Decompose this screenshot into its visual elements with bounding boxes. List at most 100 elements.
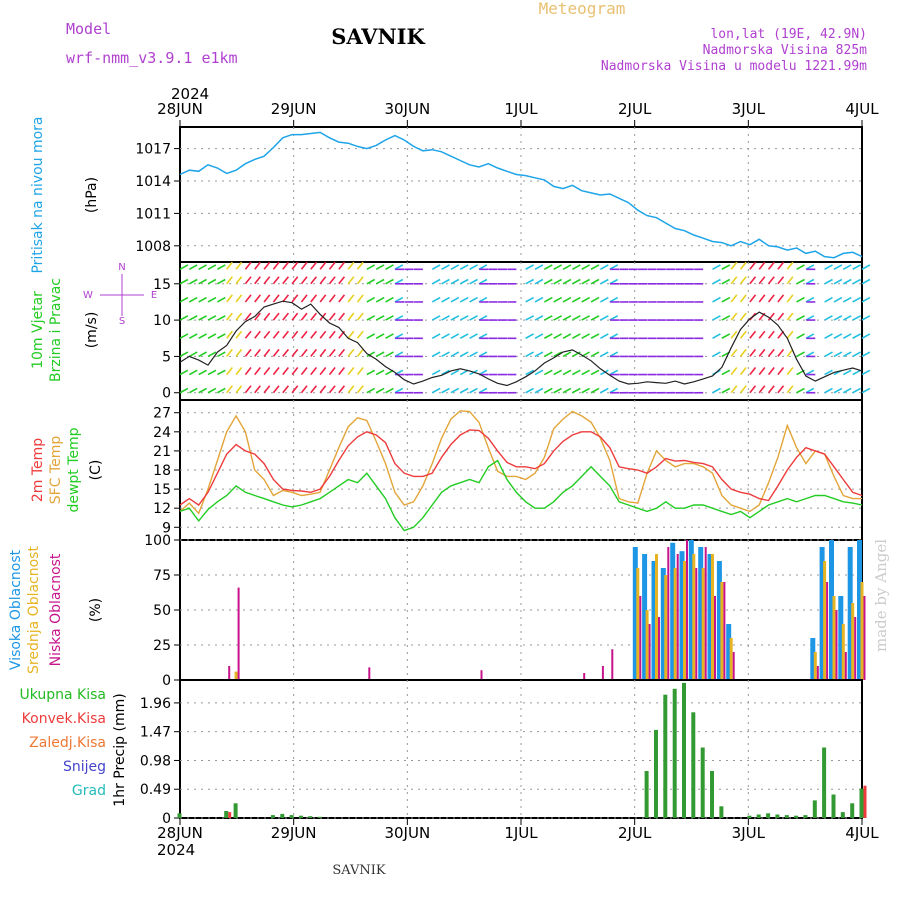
wind-arrow <box>749 348 757 357</box>
panel-3-ytick-label: 12 <box>153 501 171 517</box>
wind-arrow <box>375 278 385 285</box>
wind-arrow <box>310 367 318 376</box>
wind-arrow <box>450 264 460 270</box>
wind-arrow <box>431 351 441 358</box>
wind-arrow <box>590 387 600 394</box>
wind-arrow <box>730 330 738 339</box>
wind-arrow <box>525 351 534 358</box>
wind-arrow <box>198 333 207 339</box>
wind-arrow <box>758 294 766 303</box>
precip-bar-convective <box>228 812 232 818</box>
wind-arrow <box>450 333 460 339</box>
wind-arrow <box>777 385 785 394</box>
wind-arrow <box>861 369 871 376</box>
wind-arrow <box>216 296 226 303</box>
precip-bar-total <box>700 747 705 818</box>
panel-2-ytick-label: 10 <box>153 313 171 329</box>
wind-arrow <box>777 294 785 303</box>
wind-arrow <box>525 315 534 321</box>
wind-arrow <box>179 387 189 394</box>
wind-arrow <box>450 351 460 358</box>
wind-arrow <box>300 261 308 270</box>
wind-arrow <box>347 330 355 339</box>
wind-arrow <box>600 315 609 321</box>
cloud-bar-high <box>819 547 825 680</box>
wind-arrow <box>543 278 553 285</box>
precip-bar-total <box>691 712 696 818</box>
wind-arrow <box>749 385 757 394</box>
wind-arrow <box>366 333 376 339</box>
x-tick-label-top: 1JUL <box>504 100 538 118</box>
x-tick-label-top: 29JUN <box>271 100 317 118</box>
cloud-bar-mid <box>841 624 845 680</box>
precip-bar-total <box>270 815 275 818</box>
precip-bar-total <box>710 771 714 818</box>
year-bottom: 2024 <box>157 841 195 859</box>
cloud-bar-low <box>704 547 707 680</box>
wind-arrow <box>730 312 738 321</box>
wind-arrow <box>450 315 460 321</box>
wind-arrow <box>235 348 243 357</box>
wind-arrow <box>459 369 469 376</box>
wind-arrow <box>310 330 318 339</box>
cloud-bar-low <box>714 596 716 680</box>
wind-arrow <box>347 261 355 270</box>
wind-arrow <box>590 296 600 303</box>
wind-arrow <box>562 315 572 321</box>
wind-arrow <box>543 351 553 358</box>
wind-arrow <box>254 276 261 285</box>
wind-arrow <box>786 261 794 270</box>
wind-arrow <box>600 333 609 339</box>
cloud-bar-low <box>676 554 679 680</box>
wind-arrow <box>786 367 794 376</box>
wind-arrow <box>300 276 308 285</box>
wind-arrow <box>459 351 469 358</box>
wind-arrow <box>319 367 327 376</box>
wind-arrow <box>216 264 226 270</box>
wind-arrow <box>721 333 731 339</box>
wind-arrow <box>319 261 327 270</box>
panel-5-ytick-label: 1.96 <box>140 696 171 712</box>
wind-arrow <box>571 296 581 303</box>
precip-bar-total <box>775 814 780 818</box>
wind-arrow <box>749 294 757 303</box>
wind-arrow <box>824 369 833 376</box>
cloud-bar-low <box>601 666 604 680</box>
wind-arrow <box>272 312 280 321</box>
precip-bar-total <box>317 816 322 818</box>
wind-arrow <box>786 348 794 357</box>
wind-arrow <box>469 387 478 394</box>
cloud-bar-mid <box>823 561 827 680</box>
wind-arrow <box>235 330 243 339</box>
wind-arrow <box>842 278 852 285</box>
wind-arrow <box>767 294 775 303</box>
wind-arrow <box>852 369 861 376</box>
precip-legend-label: Snijeg <box>63 759 106 775</box>
wind-arrow <box>543 333 553 339</box>
panel-1-ytick-label: 1014 <box>135 174 171 190</box>
wind-arrow <box>207 264 217 270</box>
wind-arrow <box>338 294 346 303</box>
wind-arrow <box>207 278 217 285</box>
wind-arrow <box>543 387 553 394</box>
wind-arrow <box>254 367 261 376</box>
wind-arrow <box>534 351 544 358</box>
panel-2-ytick-label: 0 <box>162 386 171 402</box>
wind-arrow <box>235 312 243 321</box>
wind-arrow <box>263 348 271 357</box>
wind-arrow <box>385 315 394 321</box>
wind-arrow <box>600 369 609 376</box>
wind-arrow <box>562 351 572 358</box>
wind-arrow <box>842 333 852 339</box>
wind-arrow <box>188 351 198 358</box>
wind-arrow <box>534 369 544 376</box>
wind-arrow <box>525 296 534 303</box>
wind-arrow <box>739 294 747 303</box>
wind-arrow <box>590 315 600 321</box>
wind-arrow <box>796 315 805 321</box>
cloud-bar-low <box>863 596 866 680</box>
wind-arrow <box>758 330 766 339</box>
wind-arrow <box>712 264 721 270</box>
wind-arrow <box>366 278 376 285</box>
footer-station: SAVNIK <box>332 863 386 878</box>
